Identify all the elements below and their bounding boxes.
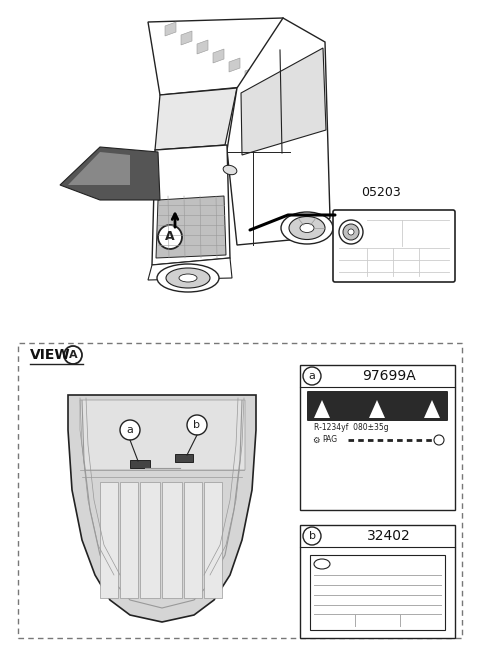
Text: A: A — [69, 350, 77, 360]
Bar — [310, 555, 445, 630]
Ellipse shape — [179, 274, 197, 282]
Text: R-1234yf  080±35g: R-1234yf 080±35g — [314, 424, 389, 432]
Polygon shape — [156, 196, 226, 258]
Circle shape — [64, 346, 82, 364]
Polygon shape — [227, 18, 330, 245]
Bar — [204, 482, 222, 598]
Circle shape — [339, 220, 363, 244]
Bar — [140, 482, 160, 598]
Polygon shape — [155, 88, 237, 150]
Polygon shape — [68, 152, 130, 185]
Text: ⚙: ⚙ — [312, 436, 320, 445]
Text: 05203: 05203 — [361, 186, 401, 199]
Polygon shape — [165, 22, 176, 36]
Polygon shape — [60, 147, 160, 200]
Ellipse shape — [289, 216, 325, 239]
Bar — [120, 482, 138, 598]
FancyBboxPatch shape — [307, 391, 448, 421]
Ellipse shape — [300, 224, 314, 232]
Bar — [308, 398, 447, 420]
Circle shape — [434, 435, 444, 445]
Bar — [300, 365, 455, 510]
Circle shape — [303, 367, 321, 385]
Ellipse shape — [157, 264, 219, 292]
Ellipse shape — [281, 212, 333, 244]
Polygon shape — [314, 400, 330, 418]
Bar — [175, 454, 193, 462]
Text: b: b — [309, 531, 315, 541]
Polygon shape — [369, 400, 385, 418]
Ellipse shape — [223, 165, 237, 174]
Polygon shape — [369, 400, 385, 418]
Circle shape — [120, 420, 140, 440]
Text: A: A — [165, 230, 175, 243]
Text: 97699A: 97699A — [362, 369, 416, 383]
Polygon shape — [68, 395, 256, 622]
Polygon shape — [245, 67, 256, 81]
Polygon shape — [229, 58, 240, 72]
Text: b: b — [193, 420, 201, 430]
Polygon shape — [261, 76, 272, 90]
Circle shape — [303, 527, 321, 545]
Polygon shape — [181, 31, 192, 45]
Bar — [100, 482, 118, 598]
Circle shape — [348, 229, 354, 235]
Polygon shape — [424, 400, 440, 418]
Polygon shape — [148, 18, 295, 95]
Bar — [130, 460, 150, 468]
Bar — [300, 525, 455, 638]
Text: PAG: PAG — [322, 436, 337, 445]
Polygon shape — [152, 145, 230, 265]
Text: a: a — [309, 371, 315, 381]
Bar — [184, 482, 202, 598]
Text: VIEW: VIEW — [30, 348, 71, 362]
Polygon shape — [241, 48, 326, 155]
Polygon shape — [148, 258, 232, 280]
Polygon shape — [424, 400, 440, 418]
Circle shape — [187, 415, 207, 435]
Polygon shape — [197, 40, 208, 54]
Text: 32402: 32402 — [367, 529, 411, 543]
Text: a: a — [127, 425, 133, 435]
Bar — [18, 343, 462, 638]
Polygon shape — [213, 49, 224, 63]
Polygon shape — [314, 400, 330, 418]
Polygon shape — [80, 400, 245, 470]
Circle shape — [343, 224, 359, 240]
Bar — [162, 482, 182, 598]
FancyBboxPatch shape — [333, 210, 455, 282]
Ellipse shape — [166, 268, 210, 288]
Circle shape — [158, 225, 182, 249]
Ellipse shape — [314, 559, 330, 569]
